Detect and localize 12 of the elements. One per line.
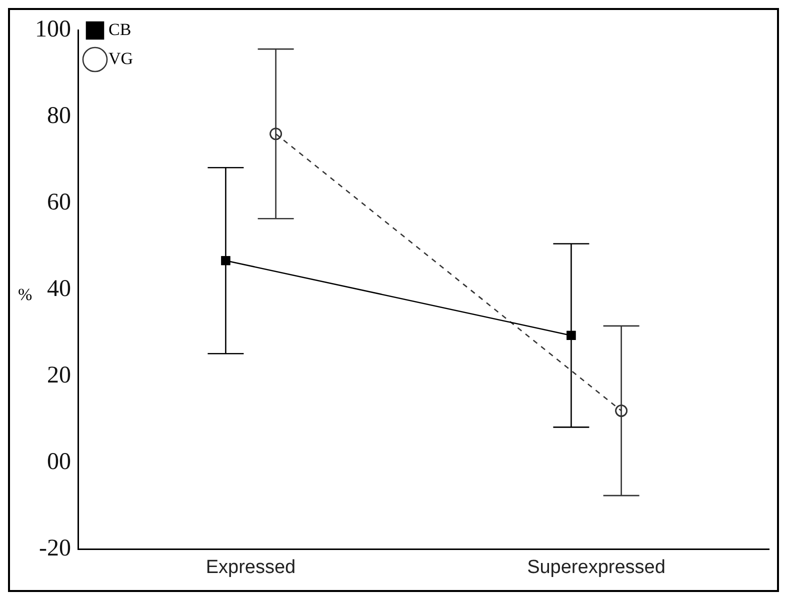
y-tick-label: -20 bbox=[39, 535, 71, 562]
y-tick-label: 80 bbox=[47, 102, 71, 129]
y-tick-label: 40 bbox=[47, 276, 71, 302]
x-tick-label: Superexpressed bbox=[527, 556, 666, 578]
y-axis-title: % bbox=[18, 285, 32, 304]
y-tick-label: 100 bbox=[35, 16, 71, 42]
y-tick-label: 20 bbox=[47, 362, 71, 388]
y-tick-label: 60 bbox=[47, 189, 71, 216]
legend-label: CB bbox=[108, 20, 132, 39]
legend-label: VG bbox=[108, 48, 134, 68]
y-tick-label: 00 bbox=[47, 448, 71, 475]
x-tick-label: Expressed bbox=[206, 556, 296, 578]
